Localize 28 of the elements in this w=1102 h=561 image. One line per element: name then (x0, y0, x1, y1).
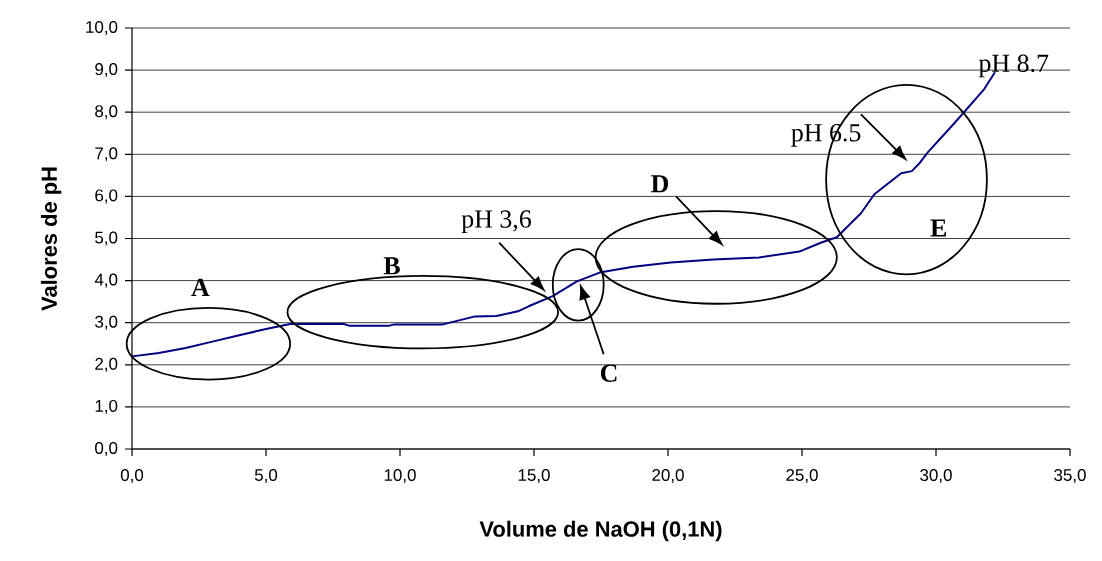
x-tick-label: 20,0 (652, 469, 684, 484)
y-axis-title: Valores de pH (40, 167, 62, 311)
annotation: C (600, 364, 617, 382)
x-tick-label: 35,0 (1054, 469, 1086, 484)
y-tick-label: 5,0 (95, 231, 118, 246)
x-tick-label: 15,0 (518, 469, 550, 484)
y-tick-label: 1,0 (95, 399, 118, 414)
annotation: pH 8.7 (978, 54, 1049, 78)
annotation: B (383, 257, 400, 275)
x-axis-title: Volume de NaOH (0,1N) (479, 520, 722, 542)
y-tick-label: 9,0 (95, 63, 118, 78)
x-tick-label: 25,0 (786, 469, 818, 484)
y-tick-label: 4,0 (94, 273, 118, 288)
x-tick-label: 5,0 (254, 469, 278, 484)
x-tick-label: 30,0 (920, 469, 952, 484)
annotation: A (191, 278, 210, 296)
y-tick-label: 6,0 (95, 189, 118, 204)
x-tick-label: 0,0 (120, 469, 144, 484)
annotation: E (930, 219, 946, 237)
y-tick-label: 2,0 (95, 357, 118, 372)
x-tick-label: 10,0 (384, 469, 416, 484)
y-tick-label: 10,0 (86, 21, 118, 35)
y-tick-label: 7,0 (95, 147, 118, 162)
y-tick-label: 0,0 (95, 442, 118, 456)
y-tick-label: 8,0 (95, 105, 118, 120)
annotation: D (651, 175, 669, 193)
annotation: pH 3,6 (461, 210, 531, 233)
y-tick-label: 3,0 (95, 315, 118, 330)
